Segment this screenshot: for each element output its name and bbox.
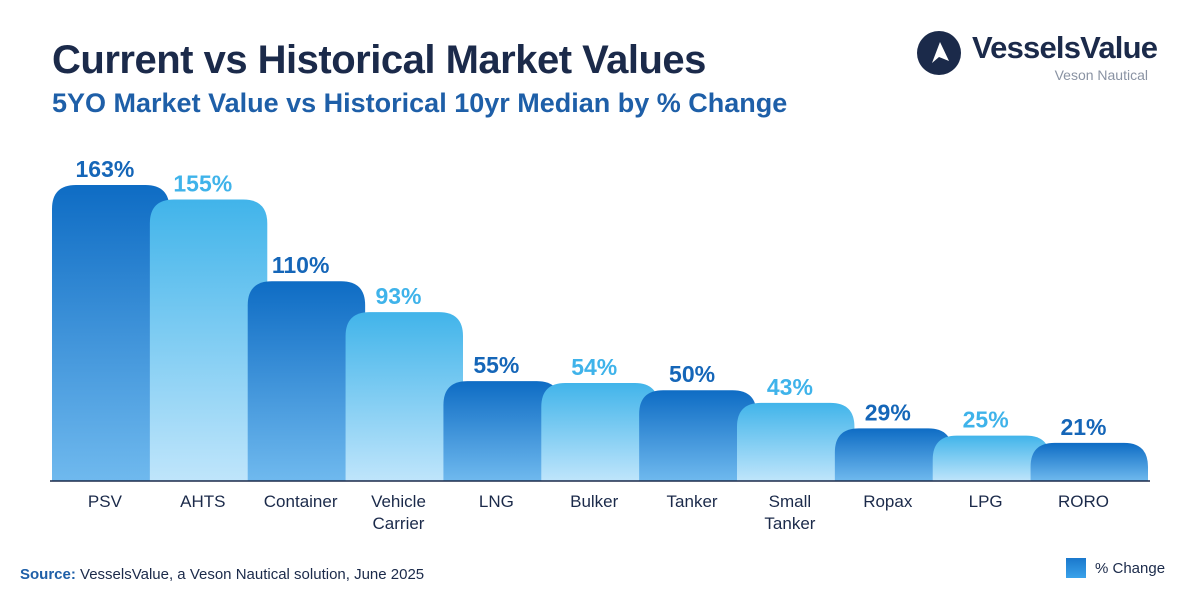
brand-tagline: Veson Nautical: [1054, 67, 1148, 83]
tick-label: Container: [264, 492, 338, 511]
source-text: VesselsValue, a Veson Nautical solution,…: [80, 566, 425, 583]
value-labels: 163% 155% 110% 93% 55% 54% 50% 43% 29% 25% 21%: [76, 156, 1107, 440]
brand-name: VesselsValue: [972, 30, 1158, 65]
bar-tanker: [639, 390, 757, 481]
bar-lpg: [932, 435, 1051, 481]
vesselsvalue-logo-icon: [917, 31, 961, 75]
bar-container: [247, 281, 366, 481]
tick-label: Carrier: [373, 514, 425, 533]
tick-label: AHTS: [180, 492, 225, 511]
tick-label: Ropax: [863, 492, 913, 511]
bar-ahts: [149, 199, 268, 482]
tick-label: Small: [769, 492, 812, 511]
bar-small-tanker: [737, 402, 855, 481]
value-label: 43%: [767, 374, 813, 400]
chart-title: Current vs Historical Market Values: [52, 38, 706, 82]
value-label: 163%: [76, 156, 135, 182]
chart-subtitle: 5YO Market Value vs Historical 10yr Medi…: [52, 88, 788, 118]
bar-lng: [443, 381, 561, 481]
tick-label: Bulker: [570, 492, 619, 511]
value-label: 93%: [375, 283, 421, 309]
bar-psv: [52, 185, 170, 481]
bar-series: [52, 185, 1148, 482]
source-label: Source:: [20, 566, 76, 583]
tick-label: LNG: [479, 492, 514, 511]
value-label: 21%: [1060, 414, 1106, 440]
value-label: 29%: [865, 399, 911, 425]
x-tick-labels: PSV AHTS Container Vehicle Carrier LNG Bulker T…: [88, 492, 1109, 533]
value-label: 25%: [963, 407, 1009, 433]
vesselsvalue-logo: VesselsValue Veson Nautical: [916, 30, 1166, 84]
tick-label: Tanker: [667, 492, 718, 511]
legend-swatch: [1066, 558, 1086, 578]
legend-label: % Change: [1095, 559, 1166, 577]
value-label: 110%: [272, 252, 330, 278]
tick-label: LPG: [969, 492, 1003, 511]
bar-bulker: [541, 382, 659, 481]
bar-ropax: [834, 428, 953, 481]
tick-label: Tanker: [764, 514, 815, 533]
legend: % Change: [1066, 558, 1165, 578]
value-label: 54%: [571, 354, 617, 380]
source-note: Source: VesselsValue, a Veson Nautical s…: [20, 566, 424, 583]
bar-roro: [1030, 442, 1148, 481]
value-label: 155%: [173, 171, 232, 197]
value-label: 50%: [669, 361, 715, 387]
tick-label: PSV: [88, 492, 123, 511]
tick-label: Vehicle: [371, 492, 426, 511]
tick-label: RORO: [1058, 492, 1109, 511]
bar-vehicle-carrier: [345, 312, 463, 481]
value-label: 55%: [473, 352, 519, 378]
